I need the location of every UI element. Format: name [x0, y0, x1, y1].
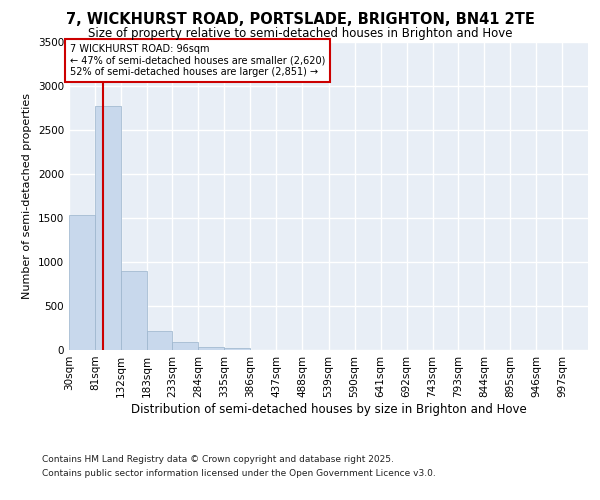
Bar [224, 348, 250, 350]
Bar [95, 106, 121, 350]
Bar [121, 271, 147, 350]
Text: Contains public sector information licensed under the Open Government Licence v3: Contains public sector information licen… [42, 469, 436, 478]
Y-axis label: Number of semi-detached properties: Number of semi-detached properties [22, 93, 32, 299]
Bar [69, 214, 95, 350]
X-axis label: Distribution of semi-detached houses by size in Brighton and Hove: Distribution of semi-detached houses by … [131, 402, 526, 415]
Text: 7, WICKHURST ROAD, PORTSLADE, BRIGHTON, BN41 2TE: 7, WICKHURST ROAD, PORTSLADE, BRIGHTON, … [65, 12, 535, 28]
Text: 7 WICKHURST ROAD: 96sqm
← 47% of semi-detached houses are smaller (2,620)
52% of: 7 WICKHURST ROAD: 96sqm ← 47% of semi-de… [70, 44, 325, 78]
Bar [199, 346, 224, 350]
Bar [147, 331, 172, 350]
Bar [172, 342, 199, 350]
Text: Contains HM Land Registry data © Crown copyright and database right 2025.: Contains HM Land Registry data © Crown c… [42, 456, 394, 464]
Text: Size of property relative to semi-detached houses in Brighton and Hove: Size of property relative to semi-detach… [88, 28, 512, 40]
